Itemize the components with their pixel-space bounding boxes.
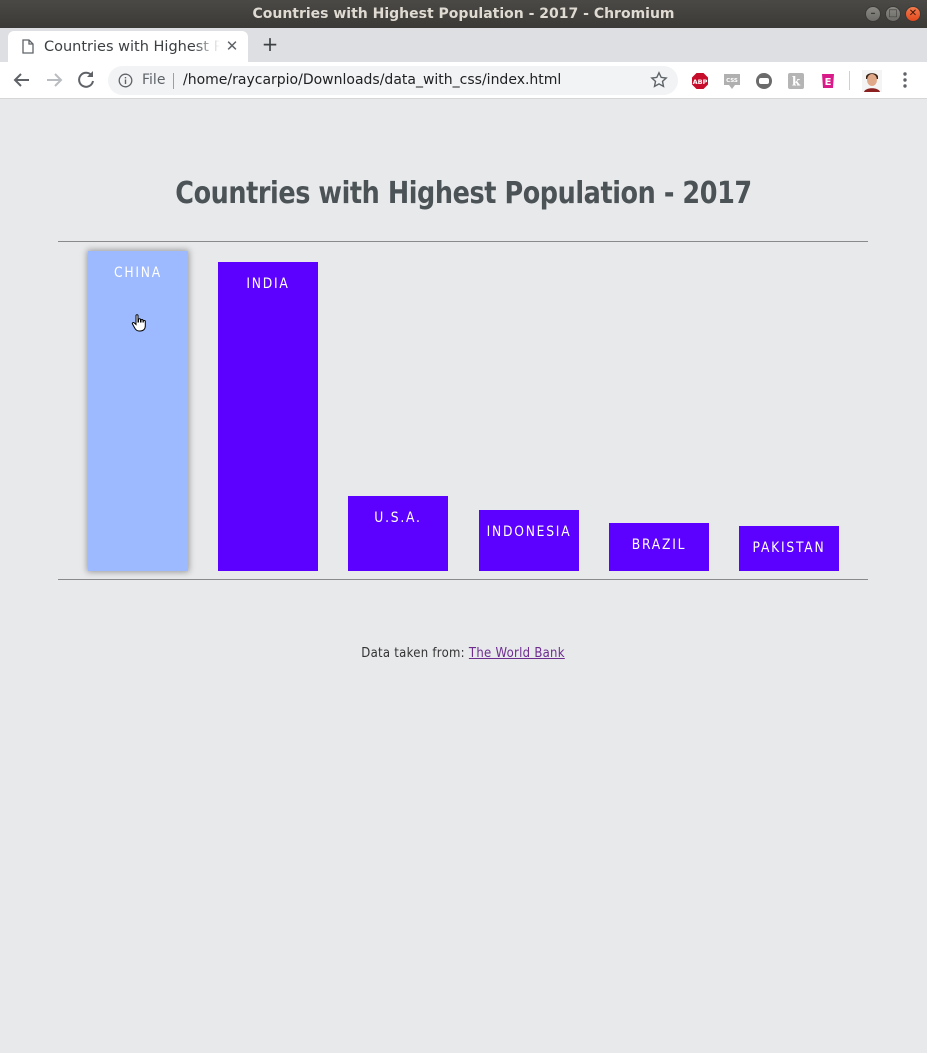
hand-cursor-icon [131, 314, 146, 332]
address-bar[interactable]: File /home/raycarpio/Downloads/data_with… [108, 66, 678, 95]
data-credit: Data taken from: The World Bank [0, 646, 927, 661]
bar-u-s-a[interactable]: U.S.A. [348, 496, 448, 571]
tab-close-icon[interactable]: ✕ [225, 37, 239, 55]
bar-pakistan[interactable]: PAKISTAN [739, 526, 839, 571]
chart-bottom-rule [58, 579, 868, 580]
bar-china[interactable]: CHINA [88, 251, 188, 571]
page-content: Countries with Highest Population - 2017… [0, 100, 927, 1053]
back-icon[interactable] [10, 68, 34, 92]
profile-avatar[interactable] [862, 70, 882, 92]
new-tab-button[interactable]: + [261, 32, 279, 56]
scheme-label: File [142, 72, 166, 88]
bookmark-star-icon[interactable] [650, 71, 668, 89]
e-icon[interactable]: E [819, 72, 837, 90]
forward-icon[interactable] [42, 68, 66, 92]
bar-chart: CHINA INDIA U.S.A. INDONESIA BRAZIL PAKISTAN [0, 100, 927, 1053]
close-window-button[interactable]: ✕ [905, 6, 921, 22]
credit-line: Data taken from: The World Bank [362, 646, 565, 661]
toolbar-separator [849, 71, 850, 90]
tab-strip: Countries with Highest Population - 2017… [0, 28, 927, 62]
css-icon[interactable]: CSS [723, 72, 741, 90]
bar-label: INDONESIA [486, 524, 572, 540]
reload-icon[interactable] [74, 68, 98, 92]
window-titlebar: Countries with Highest Population - 2017… [0, 0, 927, 28]
svg-text:ABP: ABP [693, 78, 708, 86]
tab-active[interactable]: Countries with Highest Population - 2017… [8, 31, 248, 62]
omnibox-separator [173, 73, 174, 89]
chart-title: Countries with Highest Population - 2017 [175, 176, 752, 211]
minimize-icon: – [870, 8, 876, 19]
credit-prefix: Data taken from: [361, 646, 466, 661]
svg-text:k: k [792, 75, 801, 89]
url-text[interactable]: /home/raycarpio/Downloads/data_with_css/… [183, 72, 562, 88]
menu-icon[interactable] [898, 70, 912, 90]
page-icon [22, 39, 34, 54]
close-icon: ✕ [908, 8, 918, 19]
bar-india[interactable]: INDIA [218, 262, 318, 571]
abp-icon[interactable]: ABP [691, 72, 709, 90]
k-icon[interactable]: k [787, 72, 805, 90]
window-controls: – □ ✕ [865, 6, 921, 22]
maximize-button[interactable]: □ [885, 6, 901, 22]
browser-toolbar: File /home/raycarpio/Downloads/data_with… [0, 62, 927, 99]
bar-label: PAKISTAN [752, 540, 826, 556]
minimize-button[interactable]: – [865, 6, 881, 22]
bar-label: INDIA [246, 276, 290, 292]
svg-text:CSS: CSS [726, 78, 738, 84]
maximize-icon: □ [888, 8, 898, 19]
bar-indonesia[interactable]: INDONESIA [479, 510, 579, 571]
window-title: Countries with Highest Population - 2017… [252, 6, 675, 22]
info-icon[interactable] [118, 73, 133, 88]
line-chat-icon[interactable] [755, 72, 773, 90]
svg-text:E: E [825, 77, 832, 88]
world-bank-link[interactable]: The World Bank [469, 646, 566, 661]
bar-brazil[interactable]: BRAZIL [609, 523, 709, 571]
tab-title: Countries with Highest Population - 2017 [44, 39, 220, 55]
bar-label: BRAZIL [631, 537, 687, 553]
chart-top-rule [58, 241, 868, 242]
bar-label: CHINA [114, 265, 162, 281]
bar-label: U.S.A. [374, 510, 422, 526]
